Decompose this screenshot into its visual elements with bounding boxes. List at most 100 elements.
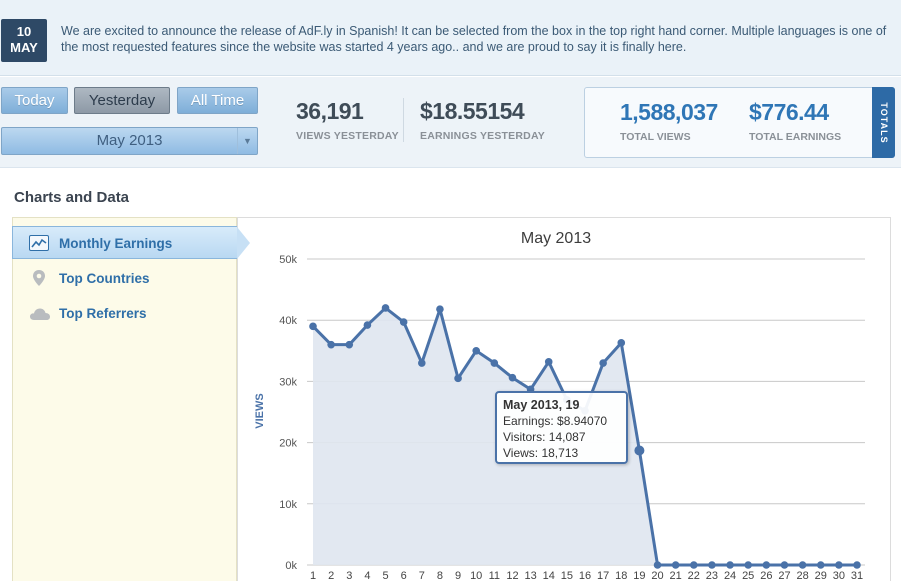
data-point[interactable] [345, 340, 354, 349]
total-earnings-label: TOTAL EARNINGS [749, 131, 842, 143]
data-point[interactable] [708, 561, 716, 569]
data-point[interactable] [744, 561, 752, 569]
data-point[interactable] [363, 321, 372, 329]
x-tick-label: 26 [760, 570, 772, 582]
x-tick-label: 2 [328, 570, 334, 582]
x-tick-label: 19 [633, 570, 645, 582]
x-tick-label: 28 [796, 570, 808, 582]
data-point[interactable] [599, 359, 607, 367]
data-point[interactable] [816, 561, 825, 569]
total-views-label: TOTAL VIEWS [620, 131, 691, 143]
yesterday-button[interactable]: Yesterday [74, 87, 170, 114]
x-tick-label: 31 [851, 570, 863, 582]
sidebar-item-monthly-earnings[interactable]: Monthly Earnings [12, 226, 252, 260]
x-tick-label: 27 [778, 570, 790, 582]
data-point[interactable] [436, 305, 444, 313]
data-point-highlighted[interactable] [634, 445, 645, 456]
x-tick-label: 17 [597, 570, 609, 582]
sidebar-item-label: Top Countries [59, 271, 150, 286]
data-point[interactable] [798, 561, 807, 569]
data-point[interactable] [418, 359, 426, 367]
x-tick-label: 16 [579, 570, 591, 582]
x-tick-label: 18 [615, 570, 627, 582]
data-point[interactable] [671, 561, 680, 569]
data-point[interactable] [309, 322, 317, 331]
x-tick-label: 14 [543, 570, 555, 582]
x-tick-label: 20 [651, 570, 663, 582]
total-earnings-value: $776.44 [749, 99, 829, 125]
totals-box: 1,588,037 TOTAL VIEWS $776.44 TOTAL EARN… [584, 87, 895, 158]
x-tick-label: 24 [724, 570, 736, 582]
data-point[interactable] [327, 340, 335, 349]
section-title: Charts and Data [14, 189, 130, 206]
date-badge: 10 MAY [1, 19, 47, 62]
x-tick-label: 29 [815, 570, 827, 582]
tooltip-views: Views: 18,713 [503, 446, 579, 460]
date-month: MAY [10, 40, 38, 55]
sidebar-item-label: Monthly Earnings [59, 236, 173, 251]
all-time-button[interactable]: All Time [177, 87, 258, 114]
x-tick-label: 3 [346, 570, 352, 582]
stats-divider [403, 98, 404, 142]
data-point[interactable] [381, 304, 390, 312]
data-point[interactable] [853, 561, 861, 569]
chart-title: May 2013 [521, 230, 591, 247]
x-tick-label: 1 [310, 570, 316, 582]
x-tick-label: 6 [401, 570, 407, 582]
data-point[interactable] [544, 358, 553, 366]
announcement-text: We are excited to announce the release o… [61, 24, 887, 54]
x-tick-label: 30 [833, 570, 845, 582]
stats-bar: Today Yesterday All Time May 2013 ▼ 36,1… [0, 77, 901, 168]
x-tick-label: 9 [455, 570, 461, 582]
y-tick-label: 10k [279, 499, 297, 511]
data-point[interactable] [508, 373, 517, 382]
data-point[interactable] [653, 561, 662, 569]
cloud-icon [30, 308, 50, 320]
tooltip-earnings: Earnings: $8.94070 [503, 414, 608, 428]
totals-tab[interactable]: TOTALS [872, 87, 895, 158]
data-point[interactable] [690, 561, 698, 569]
data-point[interactable] [762, 561, 771, 569]
data-point[interactable] [490, 359, 499, 367]
data-point[interactable] [617, 339, 626, 347]
x-tick-label: 4 [364, 570, 370, 582]
x-tick-label: 25 [742, 570, 754, 582]
data-point[interactable] [472, 347, 480, 355]
sidebar-item-top-countries[interactable]: Top Countries [13, 262, 245, 295]
map-pin-icon [33, 270, 45, 286]
sidebar-item-top-referrers[interactable]: Top Referrers [13, 297, 245, 330]
tooltip-title: May 2013, 19 [503, 398, 580, 412]
totals-tab-label: TOTALS [878, 101, 889, 144]
y-axis-label: VIEWS [254, 393, 266, 428]
earnings-yesterday-label: EARNINGS YESTERDAY [420, 130, 545, 142]
x-tick-label: 10 [470, 570, 482, 582]
today-button[interactable]: Today [1, 87, 68, 114]
chart-sidebar: Monthly Earnings Top Countries Top Refer… [12, 217, 252, 581]
data-point[interactable] [726, 561, 734, 569]
y-tick-label: 50k [279, 254, 297, 266]
x-tick-label: 12 [506, 570, 518, 582]
date-day: 10 [16, 24, 32, 39]
earnings-yesterday-value: $18.55154 [420, 98, 525, 124]
data-point[interactable] [454, 374, 462, 383]
x-tick-label: 8 [437, 570, 443, 582]
views-yesterday-value: 36,191 [296, 98, 364, 124]
announcement-bar: 10 MAY We are excited to announce the re… [0, 0, 901, 76]
views-yesterday-label: VIEWS YESTERDAY [296, 130, 399, 142]
data-point[interactable] [780, 561, 789, 569]
y-tick-label: 40k [279, 315, 297, 327]
x-tick-label: 22 [688, 570, 700, 582]
x-tick-label: 15 [561, 570, 573, 582]
sidebar-item-label: Top Referrers [59, 306, 147, 321]
total-views-value: 1,588,037 [620, 99, 718, 125]
data-point[interactable] [399, 318, 408, 326]
tooltip-visitors: Visitors: 14,087 [503, 430, 586, 444]
y-tick-label: 30k [279, 376, 297, 388]
chart-tooltip: May 2013, 19 Earnings: $8.94070 Visitors… [495, 391, 628, 464]
x-tick-label: 21 [670, 570, 682, 582]
data-point[interactable] [835, 561, 843, 569]
x-tick-label: 7 [419, 570, 425, 582]
chevron-down-icon[interactable]: ▼ [237, 128, 257, 154]
x-tick-label: 5 [382, 570, 388, 582]
month-select[interactable]: May 2013 ▼ [1, 127, 258, 155]
